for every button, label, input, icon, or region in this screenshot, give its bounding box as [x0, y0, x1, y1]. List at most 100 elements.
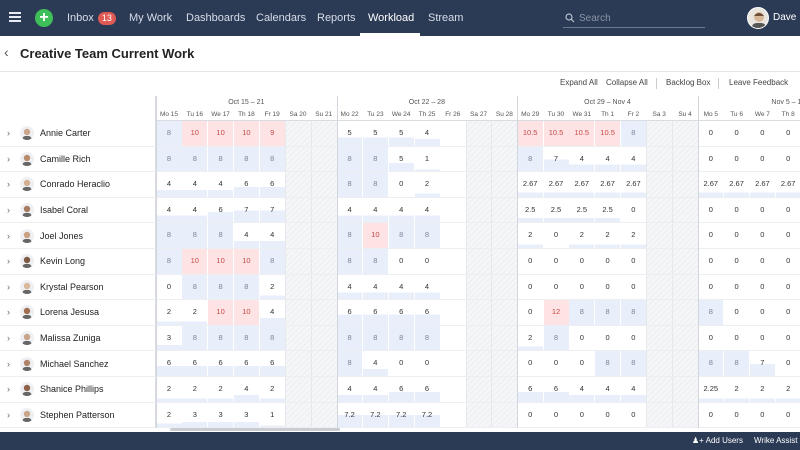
workload-cell[interactable]: 4	[414, 274, 440, 300]
workload-cell[interactable]: 5	[362, 121, 388, 146]
workload-cell[interactable]: 2.25	[698, 377, 724, 402]
workload-cell[interactable]: 7	[543, 146, 569, 172]
workload-cell[interactable]: 2	[156, 300, 182, 325]
workload-cell[interactable]: 8	[724, 351, 750, 376]
workload-cell[interactable]: 4	[182, 197, 208, 223]
workload-cell[interactable]: 0	[553, 256, 559, 265]
workload-cell[interactable]: 0	[708, 256, 713, 265]
workload-cell[interactable]: 4	[620, 377, 646, 402]
workload-cell[interactable]: 7	[233, 197, 259, 223]
nav-dashboards[interactable]: Dashboards	[186, 12, 246, 24]
workload-cell[interactable]: 0	[786, 409, 791, 419]
workload-cell[interactable]: 8	[156, 146, 182, 172]
workload-cell[interactable]: 0	[734, 281, 739, 291]
workload-cell[interactable]: 0	[631, 256, 636, 265]
workload-cell[interactable]: 0	[553, 409, 559, 419]
workload-cell[interactable]: 0	[760, 332, 765, 342]
workload-cell[interactable]: 8	[259, 249, 285, 274]
workload-cell[interactable]: 0	[734, 204, 739, 214]
user-avatar[interactable]	[747, 7, 769, 29]
workload-cell[interactable]: 6	[388, 300, 414, 325]
workload-cell[interactable]: 0	[734, 332, 739, 342]
workload-cell[interactable]: 10.5	[595, 121, 621, 146]
workload-cell[interactable]: 0	[786, 307, 791, 317]
workload-cell[interactable]: 2.67	[749, 172, 775, 197]
workload-cell[interactable]: 0	[760, 230, 765, 240]
workload-cell[interactable]: 4	[362, 197, 388, 223]
workload-cell[interactable]: 0	[631, 204, 636, 214]
workload-cell[interactable]: 6	[208, 351, 234, 376]
workload-cell[interactable]: 12	[543, 300, 569, 325]
workload-cell[interactable]: 0	[528, 307, 533, 317]
workload-cell[interactable]: 1	[259, 402, 285, 428]
workload-cell[interactable]: 0	[553, 281, 559, 291]
workload-cell[interactable]: 10	[182, 249, 208, 274]
workload-cell[interactable]: 8	[337, 325, 363, 351]
workload-cell[interactable]: 8	[259, 146, 285, 172]
workload-cell[interactable]: 8	[620, 121, 646, 146]
assignee-row[interactable]: › Kevin Long	[0, 249, 156, 275]
workload-cell[interactable]: 2	[595, 223, 621, 248]
workload-cell[interactable]: 0	[605, 409, 610, 419]
assignee-row[interactable]: › Lorena Jesusa	[0, 300, 156, 326]
workload-cell[interactable]: 0	[579, 332, 584, 342]
workload-cell[interactable]: 0	[579, 358, 584, 368]
workload-cell[interactable]: 7	[259, 197, 285, 223]
workload-cell[interactable]: 0	[708, 204, 713, 214]
workload-cell[interactable]: 7	[749, 351, 775, 376]
workload-cell[interactable]: 0	[786, 281, 791, 291]
nav-inbox[interactable]: Inbox 13	[67, 0, 116, 36]
workload-cell[interactable]: 0	[399, 256, 404, 265]
workload-cell[interactable]: 6	[259, 351, 285, 376]
workload-cell[interactable]: 8	[337, 249, 363, 274]
workload-cell[interactable]: 0	[631, 409, 636, 419]
workload-cell[interactable]: 8	[233, 146, 259, 172]
chevron-right-icon[interactable]: ›	[7, 153, 10, 164]
workload-cell[interactable]: 7.2	[388, 402, 414, 428]
workload-cell[interactable]: 8	[388, 223, 414, 248]
workload-cell[interactable]: 6	[233, 351, 259, 376]
workload-cell[interactable]: 9	[259, 121, 285, 146]
workload-cell[interactable]: 6	[414, 377, 440, 402]
workload-cell[interactable]: 4	[595, 146, 621, 172]
workload-cell[interactable]: 4	[182, 172, 208, 197]
workload-cell[interactable]: 4	[362, 351, 388, 376]
workload-cell[interactable]: 8	[595, 300, 621, 325]
workload-cell[interactable]: 8	[182, 146, 208, 172]
workload-cell[interactable]: 2	[156, 402, 182, 428]
workload-cell[interactable]: 8	[156, 223, 182, 248]
workload-cell[interactable]: 10	[208, 300, 234, 325]
workload-cell[interactable]: 4	[337, 377, 363, 402]
workload-cell[interactable]: 8	[362, 172, 388, 197]
workload-cell[interactable]: 0	[579, 409, 584, 419]
workload-cell[interactable]: 4	[569, 377, 595, 402]
workload-cell[interactable]: 2	[620, 223, 646, 248]
workload-cell[interactable]: 3	[156, 325, 182, 351]
workload-cell[interactable]: 0	[786, 256, 791, 265]
workload-cell[interactable]: 0	[760, 307, 765, 317]
workload-cell[interactable]: 8	[620, 351, 646, 376]
workload-cell[interactable]: 2.67	[569, 172, 595, 197]
assignee-row[interactable]: › Malissa Zuniga	[0, 326, 156, 352]
workload-cell[interactable]: 6	[362, 300, 388, 325]
workload-cell[interactable]: 2.67	[595, 172, 621, 197]
workload-cell[interactable]: 0	[760, 281, 765, 291]
workload-cell[interactable]: 10	[362, 223, 388, 248]
wrike-assist-button[interactable]: Wrike Assist	[754, 436, 798, 445]
workload-cell[interactable]: 10.5	[543, 121, 569, 146]
workload-cell[interactable]: 6	[259, 172, 285, 197]
workload-cell[interactable]: 0	[166, 281, 172, 291]
chevron-right-icon[interactable]: ›	[7, 281, 10, 292]
workload-cell[interactable]: 8	[182, 223, 208, 248]
workload-cell[interactable]: 0	[605, 281, 610, 291]
workload-cell[interactable]: 10.5	[569, 121, 595, 146]
workload-cell[interactable]: 8	[233, 274, 259, 300]
workload-cell[interactable]: 6	[543, 377, 569, 402]
workload-cell[interactable]: 8	[337, 351, 363, 376]
workload-cell[interactable]: 8	[388, 325, 414, 351]
assignee-row[interactable]: › Joel Jones	[0, 223, 156, 249]
workload-cell[interactable]: 4	[337, 274, 363, 300]
workload-cell[interactable]: 3	[182, 402, 208, 428]
workload-cell[interactable]: 8	[698, 300, 724, 325]
assignee-row[interactable]: › Michael Sanchez	[0, 351, 156, 377]
